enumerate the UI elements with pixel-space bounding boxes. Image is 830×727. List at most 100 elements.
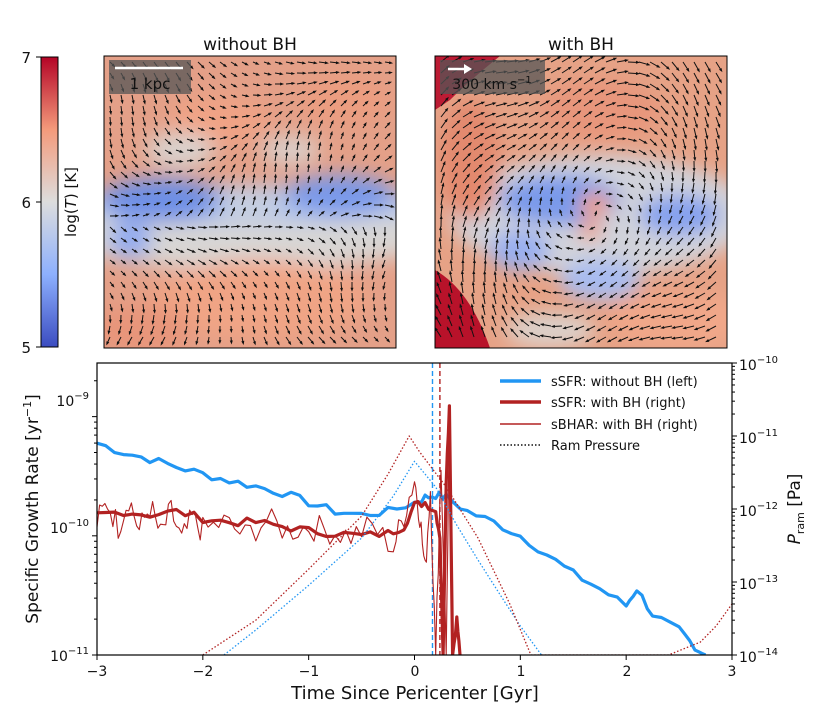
velocity-arrowhead [254,141,258,146]
velocity-arrowhead [627,219,631,224]
velocity-arrowhead [296,140,300,145]
velocity-arrowhead [485,238,488,243]
velocity-arrowhead [460,281,464,286]
velocity-arrowhead [319,287,322,292]
velocity-arrowhead [693,146,697,151]
velocity-arrowhead [188,98,193,103]
velocity-arrowhead [589,226,594,230]
velocity-arrowhead [635,83,640,87]
velocity-arrowhead [288,119,292,124]
velocity-arrowhead [234,115,239,119]
velocity-arrowhead [168,261,173,266]
velocity-arrowhead [502,123,508,127]
velocity-arrowhead [682,315,687,319]
velocity-arrowhead [341,253,345,259]
velocity-arrowhead [168,151,173,155]
velocity-arrowhead [491,144,496,148]
velocity-arrowhead [553,153,557,158]
velocity-arrowhead [656,64,661,68]
velocity-arrowhead [214,237,219,241]
velocity-arrowhead [286,208,290,214]
velocity-arrowhead [649,337,654,340]
velocity-arrowhead [263,319,267,324]
velocity-arrowhead [503,271,507,276]
velocity-arrowhead [188,286,193,291]
velocity-arrowhead [354,100,358,104]
velocity-arrowhead [654,131,659,135]
velocity-arrowhead [556,99,561,104]
velocity-arrowhead [264,151,267,156]
velocity-arrowhead [131,122,135,127]
velocity-arrowhead [212,64,217,69]
velocity-arrowhead [211,176,215,180]
velocity-arrowhead [331,253,335,258]
velocity-arrowhead [646,85,651,88]
y-left-tick-label: 10−9 [56,391,89,410]
velocity-arrowhead [649,326,654,330]
velocity-arrowhead [167,141,172,146]
velocity-arrowhead [598,145,603,149]
velocity-arrowhead [563,154,568,159]
velocity-arrowhead [275,296,279,301]
velocity-arrowhead [681,178,685,183]
velocity-arrowhead [178,180,183,184]
velocity-arrowhead [568,56,572,59]
velocity-arrowhead [168,170,173,174]
velocity-arrowhead [622,148,627,152]
velocity-arrowhead [533,133,538,137]
velocity-arrowhead [637,219,641,224]
velocity-arrowhead [139,331,143,336]
velocity-arrowhead [502,293,506,298]
velocity-arrowhead [221,185,225,190]
velocity-arrowhead [520,175,525,180]
velocity-arrowhead [198,297,202,303]
velocity-legend-box [440,60,545,94]
velocity-arrowhead [189,169,194,173]
velocity-arrowhead [203,249,208,253]
velocity-arrowhead [286,297,290,302]
velocity-arrowhead [343,99,348,104]
velocity-arrowhead [552,164,556,169]
velocity-arrowhead [200,177,205,182]
velocity-arrowhead [711,233,715,238]
velocity-arrowhead [264,330,267,335]
velocity-arrowhead [618,206,623,210]
velocity-arrowhead [242,184,245,189]
velocity-arrowhead [340,265,344,270]
velocity-arrowhead [687,242,691,246]
velocity-arrowhead [645,107,650,111]
velocity-arrowhead [515,239,519,244]
velocity-arrowhead [598,156,603,161]
velocity-arrowhead [363,318,366,324]
velocity-arrowhead [274,173,277,178]
velocity-arrowhead [387,91,392,95]
velocity-arrowhead [222,164,226,169]
velocity-arrowhead [486,216,490,222]
velocity-arrowhead [133,261,138,265]
velocity-arrowhead [286,129,290,134]
velocity-arrowhead [677,231,681,236]
velocity-arrowhead [120,99,124,105]
velocity-arrowhead [644,129,649,133]
velocity-arrowhead [438,237,442,242]
velocity-arrowhead [578,77,583,81]
velocity-arrowhead [278,237,283,241]
velocity-arrowhead [189,119,194,123]
velocity-arrowhead [473,248,477,253]
velocity-arrowhead [588,99,594,104]
velocity-arrowhead [542,266,548,270]
velocity-arrowhead [257,103,262,107]
velocity-arrowhead [172,341,176,346]
velocity-arrowhead [112,261,116,265]
velocity-arrowhead [355,90,360,94]
velocity-arrowhead [211,166,216,170]
velocity-arrowhead [609,294,614,299]
velocity-arrowhead [671,326,676,329]
velocity-arrowhead [639,326,644,330]
velocity-arrowhead [585,327,590,332]
velocity-arrowhead [641,283,646,287]
velocity-arrowhead [299,340,303,345]
velocity-arrowhead [212,273,217,278]
velocity-arrowhead [707,90,711,95]
velocity-arrowhead [701,211,705,216]
